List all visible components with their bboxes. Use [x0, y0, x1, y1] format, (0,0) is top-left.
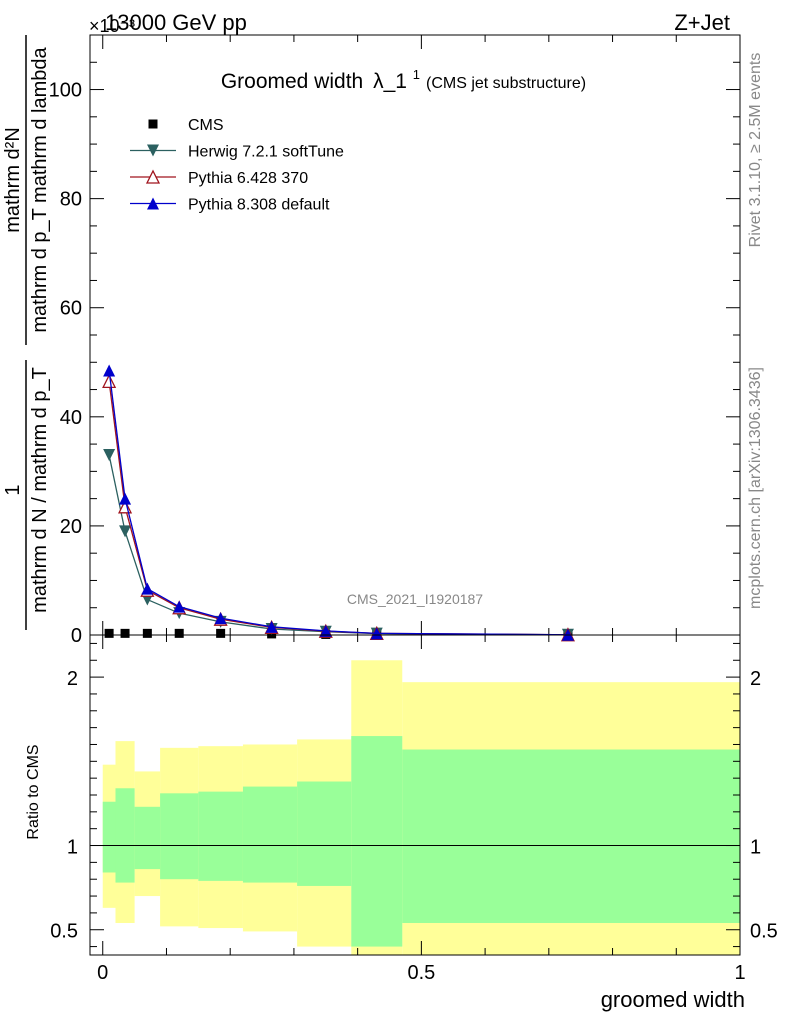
- main-y-tick-label: 60: [60, 298, 82, 320]
- legend-label: Herwig 7.2.1 softTune: [188, 144, 344, 161]
- x-tick-label: 0.5: [407, 962, 435, 984]
- series-0-point: [142, 628, 152, 638]
- series-3-point: [119, 492, 132, 505]
- x-tick-label: 0: [97, 962, 108, 984]
- legend-label: Pythia 6.428 370: [188, 170, 308, 187]
- x-tick-label: 1: [734, 962, 745, 984]
- legend: CMS Herwig 7.2.1 softTune Pythia 6.428 370…: [130, 117, 344, 214]
- series-3-point: [319, 624, 332, 637]
- ratio-y-tick-label-right: 2: [750, 668, 761, 690]
- ratio-stat-band-bin: [134, 806, 161, 870]
- series-line-2: [108, 381, 568, 636]
- legend-label: CMS: [188, 117, 224, 134]
- ylabel-inner-numerator: mathrm d²N: [2, 127, 24, 233]
- legend-marker: [147, 144, 159, 157]
- ratio-stat-band-bin: [160, 793, 199, 880]
- ratio-stat-band-bin: [198, 791, 243, 881]
- chart-title: Groomed width λ_1 1: [221, 67, 420, 93]
- main-series-layer: [102, 364, 575, 642]
- ylabel-numerator: 1: [2, 484, 24, 495]
- legend-marker: [148, 119, 158, 129]
- series-3-point: [141, 582, 154, 595]
- ratio-y-tick-label-right: 1: [750, 837, 761, 859]
- ylabel-inner-denominator: mathrm d p_T mathrm d lambda: [29, 46, 51, 332]
- rivet-label: Rivet 3.1.10, ≥ 2.5M events: [747, 53, 764, 248]
- series-1-point: [119, 525, 132, 538]
- series-0-point: [104, 628, 114, 638]
- main-y-tick-label: 0: [71, 625, 82, 647]
- series-3-point: [214, 612, 227, 625]
- main-y-tick-label: 80: [60, 189, 82, 211]
- ratio-stat-band-bin: [242, 786, 298, 883]
- legend-marker: [145, 169, 161, 184]
- ratio-axes: 0.5 0.51 12 20 0.5 1: [50, 635, 778, 984]
- main-y-axis-label: 1 mathrm d²N mathrm d p_T mathrm d lambd…: [2, 35, 51, 630]
- series-3-point: [103, 364, 116, 377]
- ratio-stat-band-bin: [297, 781, 352, 886]
- ratio-stat-band-bin: [402, 749, 740, 923]
- series-0-point: [216, 628, 226, 638]
- series-1-point: [103, 449, 116, 461]
- chart-title-main: Groomed width: [221, 70, 363, 93]
- main-y-axis: 0 20 40 60 80 100: [49, 34, 741, 647]
- process-label: Z+Jet: [674, 10, 730, 35]
- chart-title-sup: 1: [413, 67, 420, 82]
- ratio-y-tick-label: 2: [67, 668, 78, 690]
- ratio-stat-band-bin: [351, 736, 403, 947]
- ratio-y-tick-label-right: 0.5: [750, 921, 778, 943]
- series-line-3: [108, 370, 568, 636]
- series-0-point: [174, 628, 184, 638]
- main-y-tick-label: 40: [60, 407, 82, 429]
- mcplots-label: mcplots.cern.ch [arXiv:1306.3436]: [747, 367, 764, 609]
- legend-marker: [147, 197, 159, 210]
- chart-title-lambda: λ_1: [373, 70, 407, 93]
- ratio-y-axis-label: Ratio to CMS: [25, 744, 42, 839]
- series-2-point: [102, 373, 117, 389]
- series-0-point: [120, 628, 130, 638]
- main-y-tick-label: 20: [60, 516, 82, 538]
- ratio-y-tick-label: 0.5: [50, 921, 78, 943]
- exponent-label: ×10⁻³: [89, 16, 135, 36]
- x-axis-label: groomed width: [601, 987, 745, 1012]
- series-3-point: [370, 627, 383, 640]
- main-y-tick-label: 100: [49, 80, 82, 102]
- series-3-point: [173, 600, 186, 613]
- legend-label: Pythia 8.308 default: [188, 197, 330, 214]
- series-3-point: [265, 620, 278, 633]
- ratio-stat-band-bin: [115, 788, 135, 883]
- chart-subtitle: (CMS jet substructure): [426, 75, 586, 92]
- analysis-watermark: CMS_2021_I1920187: [347, 591, 483, 607]
- ratio-panel: [102, 660, 740, 955]
- ratio-y-tick-label: 1: [67, 837, 78, 859]
- energy-label: 13000 GeV pp: [105, 10, 247, 35]
- ylabel-denominator: mathrm d N / mathrm d p_T: [29, 367, 51, 613]
- ratio-stat-band-bin: [102, 801, 116, 873]
